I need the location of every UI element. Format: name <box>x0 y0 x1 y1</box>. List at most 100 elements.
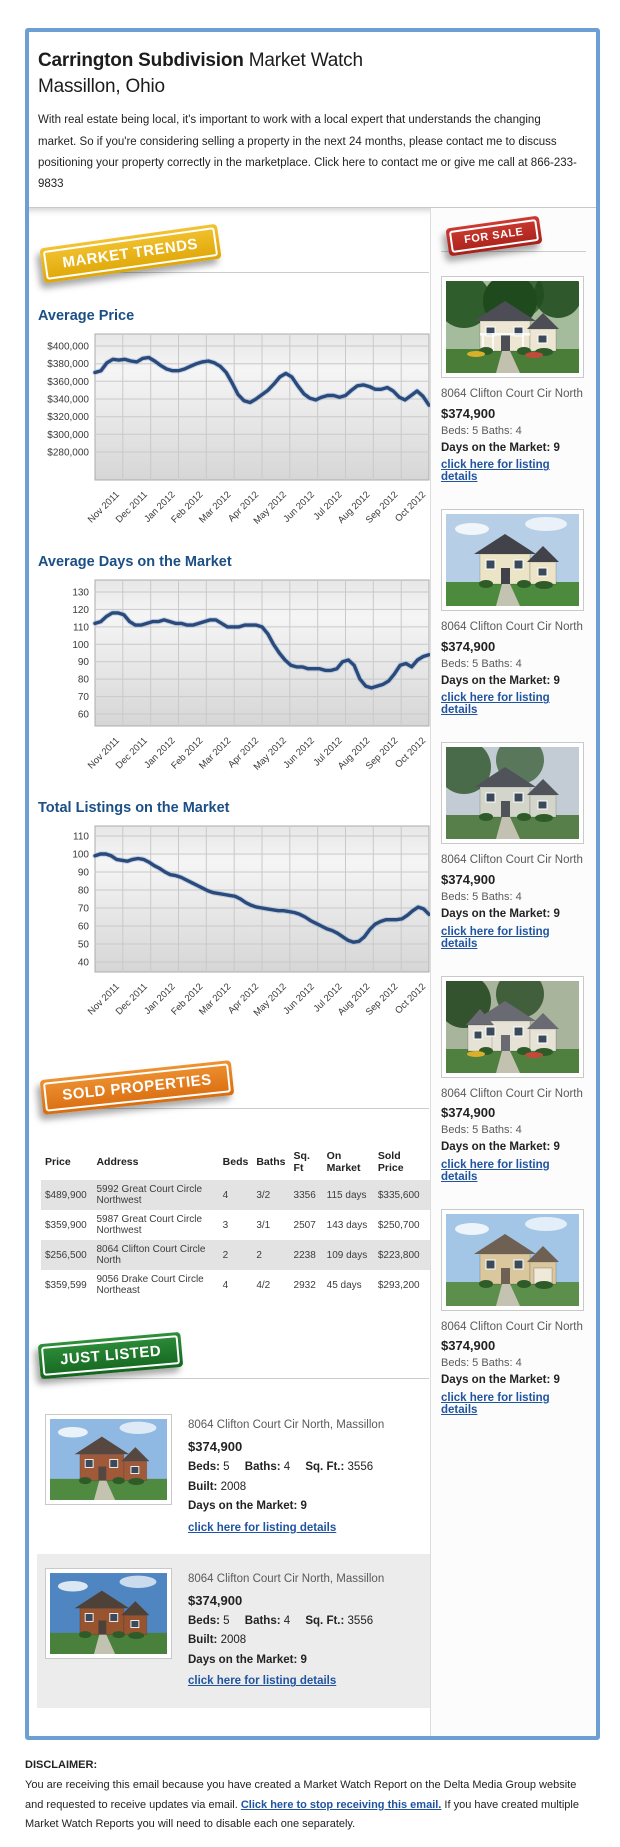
svg-text:60: 60 <box>78 710 90 721</box>
listing-details-link[interactable]: click here for listing details <box>441 1391 550 1416</box>
house-photo[interactable] <box>446 980 579 1073</box>
col-header-beds: Beds <box>222 1156 249 1169</box>
col-header-baths: Baths <box>256 1156 286 1169</box>
listing-details-link[interactable]: click here for listing details <box>441 459 550 484</box>
listing-price: $374,900 <box>188 1438 243 1454</box>
svg-text:110: 110 <box>73 623 89 634</box>
sidebar-for-sale: FOR SALE 8064 Clifton Court Cir North $3… <box>430 208 596 1736</box>
house-photo[interactable] <box>446 281 579 374</box>
cell-sqft: 2932 <box>293 1279 316 1291</box>
spec-label: Sq. Ft.: <box>305 1614 345 1627</box>
svg-text:130: 130 <box>72 588 89 599</box>
listing-details-link[interactable]: click here for listing details <box>188 1521 337 1534</box>
svg-text:90: 90 <box>78 868 90 879</box>
days-on-market: Days on the Market: 9 <box>441 1140 560 1153</box>
listing-details-link[interactable]: click here for listing details <box>441 1158 550 1183</box>
spec-value: 5 <box>223 1460 230 1473</box>
cell-baths: 3/2 <box>252 1180 290 1211</box>
days-on-market: Days on the Market: 9 <box>441 674 560 687</box>
listing-photo-frame <box>45 1568 172 1660</box>
table-row: $359,900 5987 Great Court Circle Northwe… <box>41 1210 430 1240</box>
house-photo[interactable] <box>446 514 579 607</box>
listing-beds-baths: Beds: 5 Baths: 4 <box>441 1124 522 1137</box>
spec-label: Beds: <box>188 1460 220 1473</box>
listing-photo-frame <box>441 1208 584 1311</box>
cell-sqft: 2238 <box>289 1240 323 1271</box>
subdivision-name: Carrington Subdivision <box>38 50 244 71</box>
just-listed-item: 8064 Clifton Court Cir North, Massillon … <box>37 1400 430 1554</box>
svg-text:90: 90 <box>78 658 90 669</box>
title-suffix: Market Watch <box>243 50 363 71</box>
svg-text:$280,000: $280,000 <box>47 448 89 459</box>
cell-address: 5992 Great Court Circle Northwest <box>92 1180 219 1211</box>
cell-sold-price: $250,700 <box>377 1219 420 1231</box>
sold-properties-table: Price Address Beds Baths Sq. Ft On Marke… <box>41 1146 430 1300</box>
cell-sqft: 2507 <box>293 1219 316 1231</box>
cell-on-market: 115 days <box>322 1180 374 1211</box>
table-row: $256,500 8064 Clifton Court Circle North… <box>41 1240 430 1271</box>
divider <box>441 251 586 253</box>
listing-address: 8064 Clifton Court Cir North <box>441 621 583 634</box>
days-on-market: Days on the Market: 9 <box>441 441 560 454</box>
table-header-row: Price Address Beds Baths Sq. Ft On Marke… <box>41 1146 430 1180</box>
email-container: Carrington Subdivision Market Watch Mass… <box>25 28 600 1740</box>
listing-beds-baths: Beds: 5 Baths: 4 <box>441 1357 522 1370</box>
spec-value: 2008 <box>220 1480 247 1493</box>
average-days-chart-section: Average Days on the Market 130 120 110 100 9… <box>37 554 432 788</box>
svg-text:$300,000: $300,000 <box>47 430 89 441</box>
listing-details: 8064 Clifton Court Cir North, Massillon … <box>188 1568 424 1692</box>
listing-address: 8064 Clifton Court Cir North <box>441 388 583 401</box>
listing-price: $374,900 <box>441 1337 496 1353</box>
listing-address: 8064 Clifton Court Cir North <box>441 1087 583 1100</box>
house-photo[interactable] <box>446 747 579 840</box>
listing-price: $374,900 <box>441 1104 496 1120</box>
average-price-line-chart: $400,000 $380,000 $360,000 $340,000 $320,000… <box>47 333 432 527</box>
spec-label: Baths: <box>244 1614 281 1627</box>
cell-beds: 3 <box>222 1219 229 1231</box>
cell-price: $359,900 <box>45 1219 87 1231</box>
house-photo[interactable] <box>50 1573 167 1655</box>
svg-text:70: 70 <box>78 904 90 915</box>
listing-price: $374,900 <box>188 1592 243 1608</box>
col-header-address: Address <box>96 1156 139 1169</box>
listing-address: 8064 Clifton Court Cir North, Massillon <box>188 1419 385 1432</box>
spec-value: 2008 <box>220 1634 247 1647</box>
sold-properties-badge: SOLD PROPERTIES <box>39 1060 235 1116</box>
listing-details-link[interactable]: click here for listing details <box>441 925 550 950</box>
cell-beds: 4 <box>222 1279 229 1291</box>
cell-beds: 2 <box>218 1240 253 1271</box>
cell-on-market: 143 days <box>326 1219 368 1231</box>
listing-price: $374,900 <box>441 405 496 421</box>
svg-text:60: 60 <box>78 922 90 933</box>
cell-price: $359,599 <box>45 1279 87 1291</box>
sold-properties-section-header: SOLD PROPERTIES <box>37 1060 430 1132</box>
listing-details-link[interactable]: click here for listing details <box>188 1675 337 1688</box>
spec-label: Beds: <box>188 1614 220 1627</box>
cell-baths: 3/1 <box>256 1219 271 1231</box>
svg-text:40: 40 <box>78 958 90 969</box>
listing-photo-frame <box>441 742 584 845</box>
sold-properties-badge-label: SOLD PROPERTIES <box>42 1063 232 1112</box>
spec-label: Sq. Ft.: <box>305 1460 345 1473</box>
listing-price: $374,900 <box>441 638 496 654</box>
svg-text:Jun 2012: Jun 2012 <box>281 736 316 771</box>
cell-sold-price: $293,200 <box>377 1279 420 1291</box>
listing-details-link[interactable]: click here for listing details <box>441 692 550 717</box>
svg-text:80: 80 <box>78 675 90 686</box>
svg-text:Oct 2012: Oct 2012 <box>393 490 428 525</box>
listing-address: 8064 Clifton Court Cir North <box>441 1320 583 1333</box>
cell-price: $489,900 <box>41 1180 93 1211</box>
spec-value: 3556 <box>347 1614 374 1627</box>
for-sale-listing: 8064 Clifton Court Cir North $374,900 Be… <box>441 509 584 718</box>
divider <box>43 272 429 274</box>
listing-beds-baths: Beds: 5 Baths: 4 <box>441 658 522 671</box>
listing-photo-frame <box>441 276 584 379</box>
house-photo[interactable] <box>446 1213 579 1306</box>
just-listed-item: 8064 Clifton Court Cir North, Massillon … <box>37 1554 430 1708</box>
for-sale-listing: 8064 Clifton Court Cir North $374,900 Be… <box>441 742 584 951</box>
col-header-price: Price <box>45 1156 71 1169</box>
unsubscribe-link[interactable]: Click here to stop receiving this email. <box>240 1798 442 1811</box>
house-photo[interactable] <box>50 1419 167 1501</box>
days-on-market: Days on the Market: 9 <box>188 1653 307 1666</box>
spec-value: 3556 <box>347 1460 374 1473</box>
